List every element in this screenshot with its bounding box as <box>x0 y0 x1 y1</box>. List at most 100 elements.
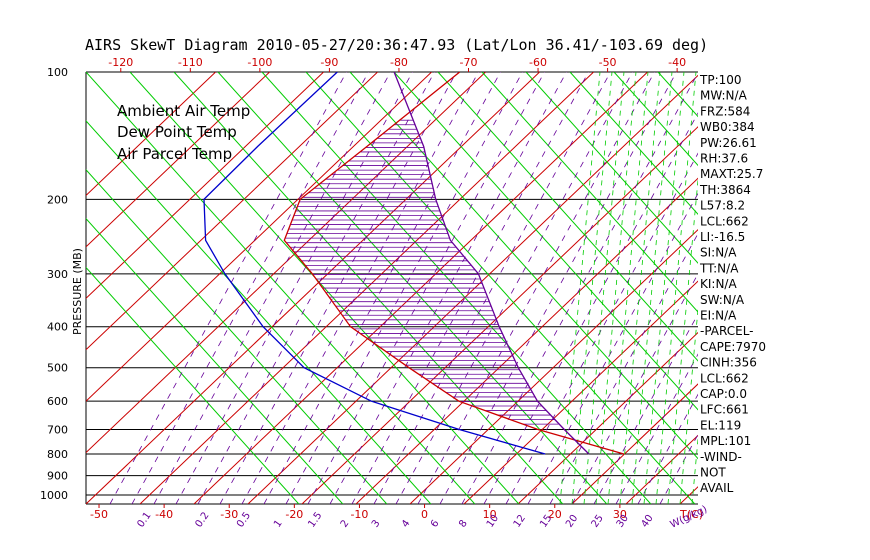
dry-adiabat-line <box>481 72 698 313</box>
top-tick-label: -40 <box>668 56 686 69</box>
x-axis-label: T(C) <box>679 508 703 521</box>
stat-item: PW:26.61 <box>700 136 757 150</box>
stat-item: CINH:356 <box>700 356 757 370</box>
stat-item: LCL:662 <box>700 214 749 228</box>
mixing-ratio-line <box>263 72 501 504</box>
mixing-ratio-label: 20 <box>564 513 580 530</box>
pressure-tick-label: 500 <box>47 362 68 375</box>
mixing-ratio-line <box>175 72 413 504</box>
chart-title: AIRS SkewT Diagram 2010-05-27/20:36:47.9… <box>85 36 708 54</box>
isotherm-line <box>355 177 698 504</box>
mixing-ratio-line <box>241 72 479 504</box>
top-tick-label: -60 <box>529 56 547 69</box>
pressure-tick-label: 1000 <box>40 489 68 502</box>
mixing-ratio-label: 0.2 <box>193 510 211 529</box>
pressure-tick-label: 600 <box>47 395 68 408</box>
dry-adiabat-line <box>86 72 476 504</box>
mixing-ratio-line <box>351 72 589 504</box>
isotherm-line <box>86 72 324 299</box>
moist-adiabat-line <box>643 72 685 504</box>
dry-adiabat-line <box>86 120 432 504</box>
stat-item: LI:-16.5 <box>700 230 745 244</box>
top-tick-label: -110 <box>178 56 203 69</box>
stat-item: L57:8.2 <box>700 199 745 213</box>
grid-lines <box>86 72 870 504</box>
mixing-ratio-line <box>219 72 457 504</box>
stat-item: SW:N/A <box>700 293 745 307</box>
stat-item: LFC:661 <box>700 403 749 417</box>
isotherm-line <box>86 72 270 248</box>
bottom-tick-label: 30 <box>613 508 627 521</box>
top-tick-label: -100 <box>247 56 272 69</box>
stat-item: -WIND- <box>700 450 742 464</box>
dry-adiabat-line <box>86 169 388 504</box>
stat-item: EI:N/A <box>700 309 737 323</box>
mixing-ratio-label: 1 <box>272 518 285 530</box>
isotherm-line <box>409 229 698 504</box>
pressure-tick-label: 800 <box>47 448 68 461</box>
bottom-tick-label: -30 <box>220 508 238 521</box>
mixing-ratio-line <box>329 72 567 504</box>
mixing-ratio-line <box>153 72 391 504</box>
mixing-ratio-label: 1.5 <box>306 510 324 529</box>
cape-hatch <box>285 119 560 425</box>
series-line-1 <box>203 72 546 455</box>
mixing-ratio-label: 25 <box>590 513 606 530</box>
top-tick-label: -80 <box>390 56 408 69</box>
top-tick-label: -120 <box>108 56 133 69</box>
mixing-ratio-line <box>439 72 677 504</box>
bottom-tick-label: -40 <box>155 508 173 521</box>
stat-item: WB0:384 <box>700 120 755 134</box>
stat-item: SI:N/A <box>700 246 737 260</box>
legend-ambient: Ambient Air Temp <box>117 102 250 120</box>
pressure-tick-label: 100 <box>47 66 68 79</box>
isotherm-line <box>463 280 698 504</box>
pressure-axis: 100 200 300 400 500 600 700 800 900 1000 <box>40 66 87 504</box>
stat-item: TT:N/A <box>699 261 739 275</box>
legend-dewpoint: Dew Point Temp <box>117 123 237 141</box>
profile-lines <box>203 72 625 455</box>
top-tick-label: -90 <box>320 56 338 69</box>
moist-adiabat-line <box>583 72 625 504</box>
series-line-2 <box>393 72 590 455</box>
mixing-ratio-label: 4 <box>400 518 413 530</box>
isotherm-line <box>517 331 698 504</box>
stat-item: MW:N/A <box>700 89 748 103</box>
stat-item: EL:119 <box>700 418 741 432</box>
pressure-tick-label: 900 <box>47 470 68 483</box>
mixing-ratio-line <box>307 72 545 504</box>
dry-adiabat-line <box>393 72 698 411</box>
moist-adiabat-line <box>571 72 613 504</box>
moist-adiabat-line <box>631 72 673 504</box>
dry-adiabat-line <box>834 72 870 504</box>
mixing-ratio-line <box>461 72 698 504</box>
moist-adiabat-line <box>679 305 698 504</box>
mixing-ratio-line <box>483 112 698 504</box>
mixing-ratio-line <box>417 72 655 504</box>
mixing-ratio-line <box>197 72 435 504</box>
dry-adiabat-line <box>437 72 698 362</box>
stat-item: TH:3864 <box>699 183 751 197</box>
isotherm-line <box>86 72 378 351</box>
dry-adiabat-line <box>349 72 698 460</box>
mixing-ratio-label: 8 <box>457 518 470 530</box>
stat-item: LCL:662 <box>700 371 749 385</box>
legend-parcel: Air Parcel Temp <box>117 145 232 163</box>
bottom-tick-label: 10 <box>483 508 497 521</box>
dry-adiabat-line <box>569 72 698 215</box>
mixing-ratio-line <box>373 72 611 504</box>
mixing-ratio-line <box>285 72 523 504</box>
mixing-ratio-label: 40 <box>639 513 655 530</box>
mixing-ratio-line <box>131 72 369 504</box>
mixing-ratio-label: 2 <box>339 518 352 530</box>
isotherm-line <box>301 126 698 504</box>
pressure-tick-label: 200 <box>47 193 68 206</box>
y-axis-label: PRESSURE (MB) <box>71 248 84 335</box>
dry-adiabat-line <box>525 72 698 264</box>
mixing-ratio-label: 0.1 <box>135 510 153 529</box>
bottom-axis: -50 -40 -30 -20 -10 0 10 20 30 T(C)0.1 0.2 0.5 1 1.5 2… <box>86 503 709 531</box>
moist-adiabat-line <box>595 72 637 504</box>
bottom-tick-label: -50 <box>90 508 108 521</box>
top-tick-label: -50 <box>599 56 617 69</box>
